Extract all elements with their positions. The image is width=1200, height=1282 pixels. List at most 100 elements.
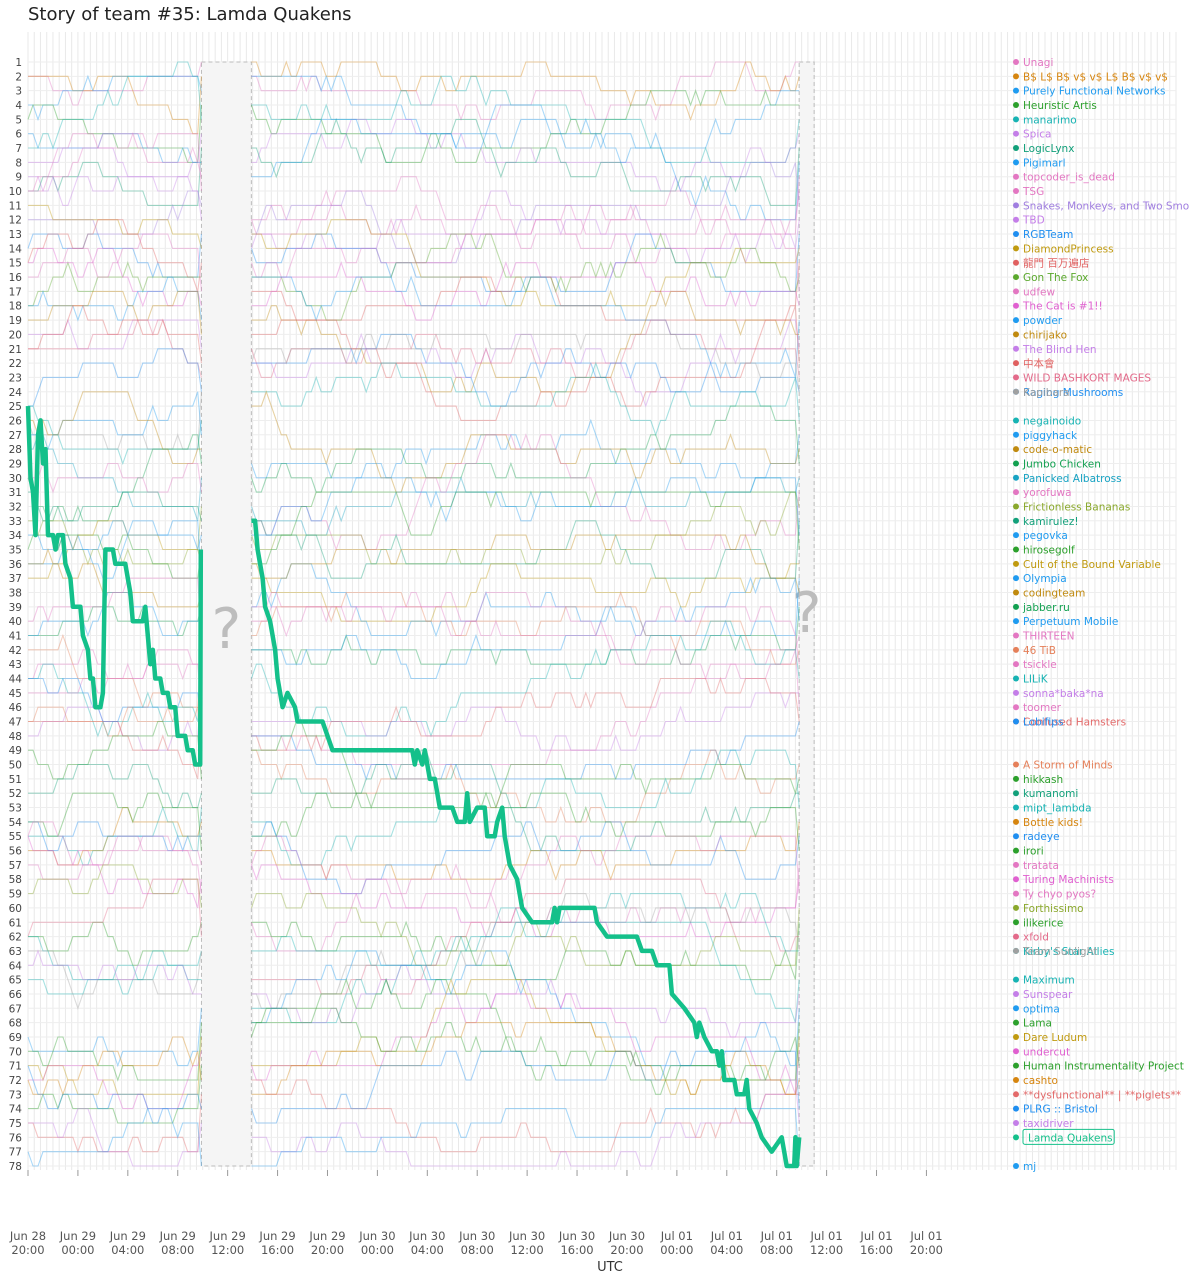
rank-tick-label: 65 bbox=[9, 975, 22, 987]
team-line bbox=[251, 749, 800, 852]
legend-label: Unagi bbox=[1023, 57, 1053, 69]
legend-label: The Blind Hen bbox=[1022, 344, 1097, 356]
y-axis-rank-labels: 1234567891011121314151617181920212223242… bbox=[9, 57, 23, 1173]
team-line bbox=[28, 950, 202, 1010]
team-line bbox=[251, 1079, 800, 1167]
rank-tick-label: 34 bbox=[9, 530, 23, 542]
x-tick-label-date: Jul 01 bbox=[660, 1229, 693, 1243]
legend-label: 中本會 bbox=[1023, 357, 1055, 370]
rank-tick-label: 72 bbox=[9, 1075, 22, 1087]
team-line bbox=[28, 305, 202, 364]
rank-tick-label: 6 bbox=[15, 129, 22, 141]
legend-dot bbox=[1013, 102, 1019, 109]
team-line bbox=[251, 262, 800, 321]
x-tick-label-time: 08:00 bbox=[760, 1243, 793, 1257]
rank-tick-label: 4 bbox=[15, 100, 22, 112]
team-line bbox=[28, 61, 202, 106]
legend-dot bbox=[1013, 231, 1019, 238]
legend-dot bbox=[1013, 603, 1019, 610]
legend-label: Kirby's Star Allies bbox=[1023, 946, 1114, 958]
team-line bbox=[251, 749, 800, 866]
legend-label: Perpetuum Mobile bbox=[1023, 616, 1118, 628]
rank-tick-label: 8 bbox=[15, 157, 22, 169]
rank-tick-label: 22 bbox=[9, 358, 22, 370]
team-line bbox=[28, 261, 202, 307]
rank-tick-label: 49 bbox=[9, 745, 22, 757]
team-line bbox=[28, 649, 202, 708]
rank-tick-label: 25 bbox=[9, 401, 22, 413]
rank-tick-label: 61 bbox=[9, 917, 22, 929]
x-tick-label-time: 08:00 bbox=[461, 1243, 494, 1257]
rank-tick-label: 11 bbox=[9, 200, 22, 212]
team-line bbox=[251, 1108, 800, 1167]
x-tick-label-date: Jul 01 bbox=[710, 1229, 743, 1243]
x-tick-label-date: Jul 01 bbox=[909, 1229, 942, 1243]
legend-label: Lobifips bbox=[1023, 717, 1063, 729]
x-tick-label-date: Jul 01 bbox=[760, 1229, 793, 1243]
rank-tick-label: 30 bbox=[9, 473, 22, 485]
legend-dot bbox=[1013, 919, 1019, 926]
team-line bbox=[251, 491, 800, 565]
legend-dot bbox=[1013, 1163, 1019, 1169]
team-line bbox=[28, 864, 202, 908]
legend-dot bbox=[1013, 1033, 1019, 1040]
rank-tick-label: 29 bbox=[9, 458, 22, 470]
legend-label: PLRG :: Bristol bbox=[1023, 1104, 1098, 1116]
legend-label: taxidriver bbox=[1023, 1118, 1074, 1130]
x-tick-label-date: Jun 29 bbox=[59, 1229, 96, 1243]
team-line bbox=[28, 391, 202, 450]
legend-label: Dare Ludum bbox=[1023, 1032, 1087, 1044]
legend-label: Panicked Albatross bbox=[1023, 473, 1122, 485]
legend-label: negainoido bbox=[1023, 415, 1081, 427]
team-line bbox=[251, 891, 800, 966]
team-line bbox=[28, 805, 202, 866]
team-line bbox=[28, 792, 202, 851]
rank-tick-label: 78 bbox=[9, 1161, 22, 1173]
legend-dot bbox=[1013, 1134, 1019, 1141]
legend-label: topcoder_is_dead bbox=[1023, 172, 1115, 184]
legend-dot bbox=[1013, 933, 1019, 940]
legend-label: Pigimarl bbox=[1023, 157, 1066, 169]
legend-dot bbox=[1013, 704, 1019, 711]
legend-dot bbox=[1013, 245, 1019, 252]
team-line bbox=[28, 591, 202, 638]
legend-dot bbox=[1013, 976, 1019, 983]
x-tick-label-date: Jun 29 bbox=[109, 1229, 146, 1243]
team-line bbox=[28, 348, 202, 407]
team-line bbox=[251, 893, 800, 1009]
rank-tick-label: 18 bbox=[9, 301, 22, 313]
team-line bbox=[28, 319, 202, 378]
legend-label: Gon The Fox bbox=[1023, 272, 1088, 284]
legend-label: Forthissimo bbox=[1023, 903, 1084, 915]
team-line bbox=[250, 835, 800, 952]
team-line bbox=[28, 1051, 202, 1110]
rank-tick-label: 60 bbox=[9, 903, 22, 915]
legend-label: pegovka bbox=[1023, 530, 1068, 542]
team-line bbox=[28, 1065, 202, 1124]
legend-dot bbox=[1013, 790, 1019, 797]
team-line bbox=[251, 305, 800, 421]
team-line bbox=[251, 1022, 800, 1095]
x-tick-label-time: 04:00 bbox=[710, 1243, 743, 1257]
legend-dot bbox=[1013, 87, 1019, 94]
legend-label: manarimo bbox=[1023, 114, 1077, 126]
rank-tick-label: 16 bbox=[9, 272, 23, 284]
x-tick-label-date: Jun 28 bbox=[9, 1229, 46, 1243]
team-line bbox=[28, 633, 202, 708]
team-line bbox=[28, 1036, 202, 1095]
team-line bbox=[28, 720, 202, 780]
legend-label: Maximum bbox=[1023, 975, 1075, 987]
rank-tick-label: 21 bbox=[9, 344, 22, 356]
rank-tick-label: 48 bbox=[9, 731, 22, 743]
legend-dot bbox=[1013, 288, 1019, 295]
team-line bbox=[28, 835, 202, 894]
legend-label: Cult of the Bound Variable bbox=[1023, 559, 1161, 571]
legend-dot bbox=[1013, 417, 1019, 424]
rank-tick-label: 37 bbox=[9, 573, 22, 585]
legend-dot bbox=[1013, 431, 1019, 438]
team-line bbox=[28, 807, 202, 866]
team-line bbox=[250, 176, 800, 235]
team-line bbox=[251, 74, 800, 150]
team-line bbox=[251, 721, 800, 781]
legend-dot bbox=[1013, 274, 1019, 281]
